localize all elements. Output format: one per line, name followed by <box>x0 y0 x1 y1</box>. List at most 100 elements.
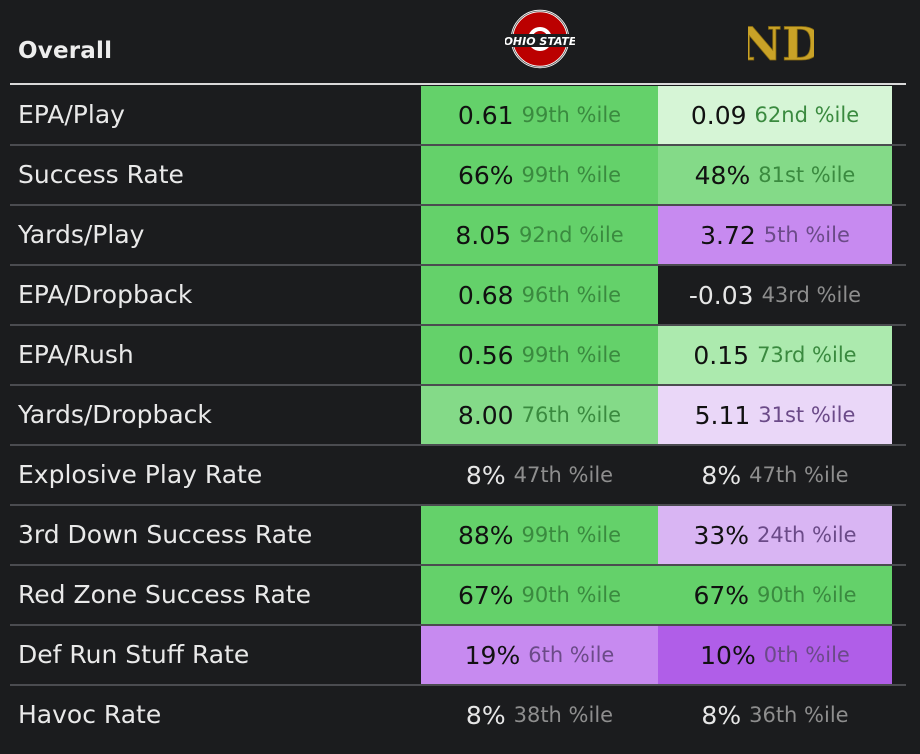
section-title: Overall <box>18 38 113 64</box>
notre-dame-stat-cell: 33% 24th %ile <box>658 506 892 564</box>
metric-label: Explosive Play Rate <box>18 460 263 489</box>
stat-value: 0.15 <box>693 340 750 370</box>
percentile-label: 47th %ile <box>513 463 614 487</box>
stat-value: 8% <box>701 460 742 490</box>
table-row: EPA/Rush 0.56 99th %ile 0.15 73rd %ile <box>10 326 906 384</box>
notre-dame-stat-cell: 3.72 5th %ile <box>658 206 892 264</box>
table-row: 3rd Down Success Rate 88% 99th %ile 33% 24th… <box>10 506 906 564</box>
table-row: Yards/Dropback 8.00 76th %ile 5.11 31st %ile <box>10 386 906 444</box>
stat-value: 8% <box>465 700 506 730</box>
percentile-label: 81st %ile <box>758 163 856 187</box>
percentile-label: 38th %ile <box>513 703 614 727</box>
metric-label: Yards/Play <box>18 220 145 249</box>
stat-value: 3.72 <box>700 220 756 250</box>
stat-value: 0.68 <box>457 280 514 310</box>
table-header: Overall OHIO STATE ND <box>0 0 920 84</box>
percentile-label: 76th %ile <box>521 403 622 427</box>
table-row: Havoc Rate 8% 38th %ile 8% 36th %ile <box>10 686 906 744</box>
percentile-label: 0th %ile <box>763 643 850 667</box>
notre-dame-stat-cell: 8% 36th %ile <box>658 686 892 744</box>
ohio-state-stat-cell: 8.00 76th %ile <box>421 386 658 444</box>
notre-dame-stat-cell: 0.09 62nd %ile <box>658 86 892 144</box>
row-divider <box>10 384 906 386</box>
percentile-label: 6th %ile <box>528 643 615 667</box>
table-row: Explosive Play Rate 8% 47th %ile 8% 47th %il… <box>10 446 906 504</box>
row-divider <box>10 624 906 626</box>
stat-value: 0.61 <box>457 100 514 130</box>
row-divider <box>10 264 906 266</box>
percentile-label: 99th %ile <box>521 343 622 367</box>
stat-value: 8.00 <box>457 400 514 430</box>
stat-value: 0.56 <box>457 340 514 370</box>
percentile-label: 90th %ile <box>521 583 622 607</box>
ohio-state-stat-cell: 19% 6th %ile <box>421 626 658 684</box>
stat-value: 19% <box>464 640 521 670</box>
percentile-label: 99th %ile <box>521 523 622 547</box>
notre-dame-stat-cell: 10% 0th %ile <box>658 626 892 684</box>
table-row: EPA/Dropback 0.68 96th %ile -0.03 43rd %ile <box>10 266 906 324</box>
percentile-label: 36th %ile <box>749 703 849 727</box>
percentile-label: 24th %ile <box>757 523 857 547</box>
row-divider <box>10 504 906 506</box>
ohio-state-stat-cell: 88% 99th %ile <box>421 506 658 564</box>
percentile-label: 99th %ile <box>521 103 622 127</box>
table-row: Success Rate 66% 99th %ile 48% 81st %ile <box>10 146 906 204</box>
stat-value: 88% <box>457 520 514 550</box>
percentile-label: 99th %ile <box>521 163 622 187</box>
stat-value: 8% <box>465 460 506 490</box>
metric-label: Red Zone Success Rate <box>18 580 311 609</box>
ohio-state-stat-cell: 8% 38th %ile <box>421 686 658 744</box>
metric-label: EPA/Play <box>18 100 125 129</box>
percentile-label: 73rd %ile <box>757 343 857 367</box>
ohio-state-stat-cell: 0.61 99th %ile <box>421 86 658 144</box>
percentile-label: 90th %ile <box>757 583 857 607</box>
table-row: EPA/Play 0.61 99th %ile 0.09 62nd %ile <box>10 86 906 144</box>
stat-value: 33% <box>693 520 750 550</box>
percentile-label: 43rd %ile <box>761 283 862 307</box>
ohio-state-stat-cell: 67% 90th %ile <box>421 566 658 624</box>
notre-dame-stat-cell: 8% 47th %ile <box>658 446 892 504</box>
stat-value: 8% <box>701 700 742 730</box>
table-row: Yards/Play 8.05 92nd %ile 3.72 5th %ile <box>10 206 906 264</box>
ohio-state-logo-icon: OHIO STATE <box>505 9 575 69</box>
metric-label: EPA/Rush <box>18 340 134 369</box>
notre-dame-stat-cell: -0.03 43rd %ile <box>658 266 892 324</box>
stat-value: 67% <box>693 580 750 610</box>
percentile-label: 92nd %ile <box>519 223 624 247</box>
row-divider <box>10 144 906 146</box>
stat-value: 48% <box>694 160 751 190</box>
metric-label: Yards/Dropback <box>18 400 212 429</box>
stat-value: 66% <box>457 160 514 190</box>
row-divider <box>10 324 906 326</box>
table-row: Red Zone Success Rate 67% 90th %ile 67% 90th… <box>10 566 906 624</box>
row-divider <box>10 444 906 446</box>
metric-label: Def Run Stuff Rate <box>18 640 250 669</box>
notre-dame-stat-cell: 0.15 73rd %ile <box>658 326 892 384</box>
svg-text:OHIO STATE: OHIO STATE <box>505 35 575 48</box>
metric-label: EPA/Dropback <box>18 280 193 309</box>
notre-dame-stat-cell: 48% 81st %ile <box>658 146 892 204</box>
stat-value: 10% <box>700 640 756 670</box>
stat-value: -0.03 <box>688 280 754 310</box>
stat-value: 8.05 <box>455 220 512 250</box>
stat-value: 0.09 <box>690 100 747 130</box>
notre-dame-stat-cell: 67% 90th %ile <box>658 566 892 624</box>
notre-dame-logo-icon: ND <box>748 17 814 70</box>
svg-text:ND: ND <box>748 17 814 70</box>
notre-dame-stat-cell: 5.11 31st %ile <box>658 386 892 444</box>
percentile-label: 96th %ile <box>521 283 622 307</box>
row-divider <box>10 564 906 566</box>
metric-label: Havoc Rate <box>18 700 162 729</box>
row-divider <box>10 684 906 686</box>
ohio-state-stat-cell: 66% 99th %ile <box>421 146 658 204</box>
stat-value: 5.11 <box>694 400 751 430</box>
ohio-state-stat-cell: 0.68 96th %ile <box>421 266 658 324</box>
ohio-state-stat-cell: 0.56 99th %ile <box>421 326 658 384</box>
row-divider <box>10 204 906 206</box>
percentile-label: 5th %ile <box>763 223 850 247</box>
percentile-label: 47th %ile <box>749 463 849 487</box>
ohio-state-stat-cell: 8.05 92nd %ile <box>421 206 658 264</box>
percentile-label: 31st %ile <box>758 403 856 427</box>
ohio-state-stat-cell: 8% 47th %ile <box>421 446 658 504</box>
